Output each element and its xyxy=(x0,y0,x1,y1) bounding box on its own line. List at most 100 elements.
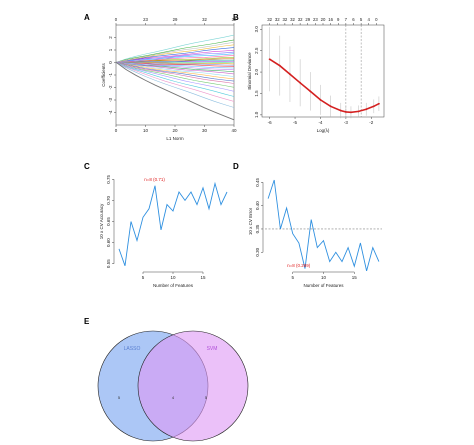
top-tick-label: 20 xyxy=(321,17,326,22)
deviance-point xyxy=(357,110,360,113)
top-tick-label: 23 xyxy=(143,17,148,22)
venn-count-right: 5 xyxy=(205,395,208,400)
coefficient-path-30 xyxy=(115,62,235,108)
coefficient-path-17 xyxy=(115,62,235,67)
plot-frame xyxy=(115,24,235,126)
x-tick-label: 20 xyxy=(172,128,178,133)
coefficient-path-3 xyxy=(115,42,235,63)
venn-label-svm: SVM xyxy=(207,346,218,352)
y-tick-label: 0.55 xyxy=(106,259,111,268)
y-axis-title: Coefficients xyxy=(101,63,106,87)
panel-label-b: B xyxy=(233,13,239,22)
y-tick-label: 0.40 xyxy=(255,201,260,210)
y-tick-label: 0.30 xyxy=(255,247,260,256)
y-tick-label: 0.45 xyxy=(255,177,260,186)
coefficient-path-24 xyxy=(115,62,235,82)
top-tick-label: 32 xyxy=(232,17,237,22)
deviance-curve xyxy=(269,58,380,114)
panel-c-cv-accuracy: 5 10 15 0.55 0.60 0.65 0.70 0.75 Number of Featu… xyxy=(99,174,228,288)
venn-count-both: 4 xyxy=(172,395,175,400)
cv-annotation: n=8 (0.289) xyxy=(287,263,311,268)
deviance-point xyxy=(350,111,352,114)
top-tick-label: 29 xyxy=(173,17,178,22)
top-tick-label: 23 xyxy=(313,17,318,22)
panel-label-a: A xyxy=(84,13,90,22)
venn-count-left: 5 xyxy=(118,395,121,400)
coefficient-path-18 xyxy=(115,62,235,69)
plot-frame xyxy=(261,24,385,118)
deviance-point xyxy=(319,98,322,101)
y-tick-label: -1 xyxy=(108,73,113,77)
x-axis-title: Number of Features xyxy=(303,283,344,288)
deviance-point xyxy=(329,105,332,108)
deviance-point xyxy=(268,58,271,61)
x-tick-label: 5 xyxy=(142,275,145,280)
y-axis-title: Binomial Deviance xyxy=(247,52,252,90)
y-tick-label: 1.5 xyxy=(254,90,259,97)
top-tick-label: 0 xyxy=(115,17,118,22)
y-tick-label: 0.35 xyxy=(255,224,260,233)
y-tick-label: 0 xyxy=(108,61,113,64)
y-axis-title: 10 x CV Accuracy xyxy=(99,203,104,239)
coefficient-path-13 xyxy=(115,60,235,63)
x-axis-title: Log(λ) xyxy=(317,128,330,133)
panel-label-e: E xyxy=(84,317,90,326)
panel-label-c: C xyxy=(84,162,90,171)
coefficient-path-31 xyxy=(115,61,235,121)
y-axis-title: 10 x CV Error xyxy=(248,207,253,235)
y-tick-label: -3 xyxy=(108,98,113,102)
deviance-point xyxy=(289,73,291,76)
deviance-point xyxy=(278,64,281,67)
y-tick-label: 1.0 xyxy=(254,111,259,118)
top-tick-label: 29 xyxy=(305,17,310,22)
x-tick-label: -5 xyxy=(293,120,297,125)
cv-line xyxy=(118,181,228,266)
deviance-point xyxy=(344,110,347,113)
panel-e-venn: LASSO SVM 5 4 5 xyxy=(97,330,249,442)
top-tick-label: 4 xyxy=(368,17,371,22)
x-axis-title: Number of Features xyxy=(153,283,194,288)
top-tick-label: 32 xyxy=(275,17,280,22)
coefficient-path-23 xyxy=(115,62,235,80)
x-tick-label: 15 xyxy=(200,275,206,280)
deviance-point xyxy=(372,105,375,108)
coefficient-path-2 xyxy=(115,39,235,63)
coefficient-path-19 xyxy=(115,62,235,71)
venn-circle-svm xyxy=(137,330,249,442)
panel-b-cv-deviance: -6 -5 -4 -3 -2 1.0 1.5 2.0 2.5 3.0 Log(λ) Binomial … xyxy=(247,17,385,133)
top-tick-label: 32 xyxy=(282,17,287,22)
y-tick-label: 2 xyxy=(108,36,113,39)
y-tick-label: 2.5 xyxy=(254,47,259,54)
x-tick-label: 10 xyxy=(143,128,149,133)
deviance-point xyxy=(309,90,312,93)
x-tick-label: 10 xyxy=(170,275,176,280)
y-tick-label: 0.65 xyxy=(106,217,111,226)
panel-d-cv-error: 5 10 15 0.30 0.35 0.40 0.45 Number of Features 1… xyxy=(248,177,382,288)
x-axis-title: L1 Norm xyxy=(166,136,184,141)
coefficient-path-1 xyxy=(115,34,235,63)
y-tick-label: 1 xyxy=(108,48,113,51)
x-tick-label: -4 xyxy=(318,120,322,125)
cv-line xyxy=(267,179,380,272)
coefficient-path-25 xyxy=(115,62,235,84)
coefficient-path-29 xyxy=(115,62,235,102)
top-tick-label: 7 xyxy=(345,17,348,22)
top-tick-label: 6 xyxy=(352,17,355,22)
x-tick-label: 0 xyxy=(115,128,118,133)
x-tick-label: 15 xyxy=(352,275,358,280)
x-tick-label: 40 xyxy=(231,128,237,133)
top-tick-label: 16 xyxy=(328,17,333,22)
x-tick-label: -3 xyxy=(344,120,348,125)
deviance-point xyxy=(299,81,302,84)
y-tick-label: -4 xyxy=(108,110,113,114)
coefficient-path-8 xyxy=(115,53,235,63)
top-tick-label: 9 xyxy=(337,17,340,22)
deviance-point xyxy=(365,108,368,111)
top-tick-label: 32 xyxy=(298,17,303,22)
y-tick-label: -2 xyxy=(108,85,113,89)
deviance-point xyxy=(378,102,380,105)
x-tick-label: 30 xyxy=(202,128,208,133)
x-tick-label: -6 xyxy=(268,120,272,125)
